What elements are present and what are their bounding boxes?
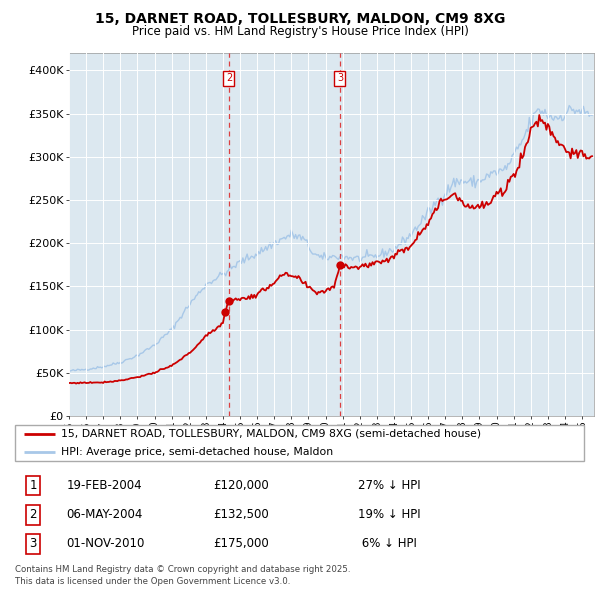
Text: 27% ↓ HPI: 27% ↓ HPI <box>358 479 420 492</box>
Text: 6% ↓ HPI: 6% ↓ HPI <box>358 537 416 550</box>
Text: 2: 2 <box>226 74 232 84</box>
Text: 19% ↓ HPI: 19% ↓ HPI <box>358 508 420 522</box>
Text: 3: 3 <box>337 74 343 84</box>
Text: Price paid vs. HM Land Registry's House Price Index (HPI): Price paid vs. HM Land Registry's House … <box>131 25 469 38</box>
Text: 15, DARNET ROAD, TOLLESBURY, MALDON, CM9 8XG (semi-detached house): 15, DARNET ROAD, TOLLESBURY, MALDON, CM9… <box>61 429 481 439</box>
Text: 19-FEB-2004: 19-FEB-2004 <box>67 479 142 492</box>
Text: 3: 3 <box>29 537 37 550</box>
Text: £120,000: £120,000 <box>214 479 269 492</box>
Text: 1: 1 <box>29 479 37 492</box>
Text: £132,500: £132,500 <box>214 508 269 522</box>
Text: Contains HM Land Registry data © Crown copyright and database right 2025.
This d: Contains HM Land Registry data © Crown c… <box>15 565 350 586</box>
Text: 01-NOV-2010: 01-NOV-2010 <box>67 537 145 550</box>
Text: HPI: Average price, semi-detached house, Maldon: HPI: Average price, semi-detached house,… <box>61 447 333 457</box>
Text: £175,000: £175,000 <box>214 537 269 550</box>
Text: 06-MAY-2004: 06-MAY-2004 <box>67 508 143 522</box>
Text: 15, DARNET ROAD, TOLLESBURY, MALDON, CM9 8XG: 15, DARNET ROAD, TOLLESBURY, MALDON, CM9… <box>95 12 505 26</box>
Text: 2: 2 <box>29 508 37 522</box>
FancyBboxPatch shape <box>15 425 584 461</box>
